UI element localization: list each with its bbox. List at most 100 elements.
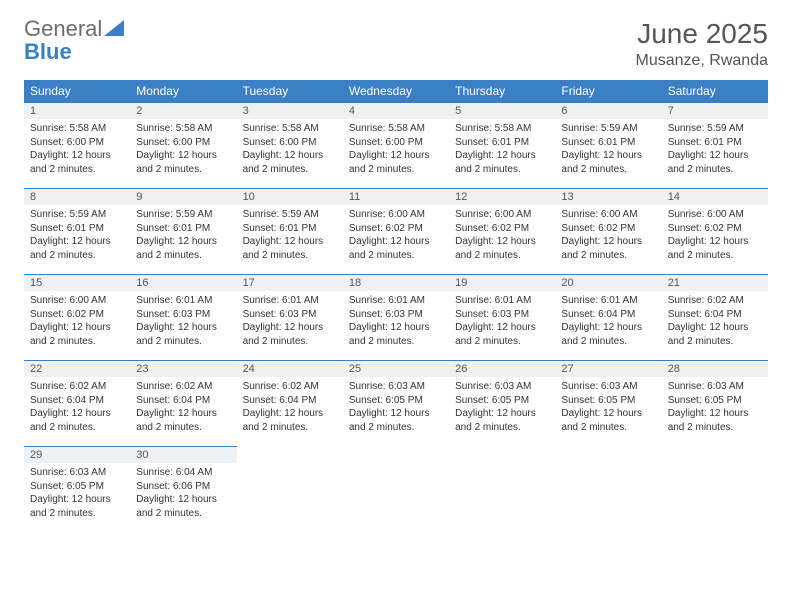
daylight-line: Daylight: 12 hours and 2 minutes. xyxy=(349,321,443,348)
month-title: June 2025 xyxy=(635,18,768,50)
calendar-empty xyxy=(555,446,661,532)
sunrise-line: Sunrise: 6:00 AM xyxy=(668,208,762,222)
day-details: Sunrise: 5:59 AMSunset: 6:01 PMDaylight:… xyxy=(24,205,130,268)
day-cell: 17Sunrise: 6:01 AMSunset: 6:03 PMDayligh… xyxy=(237,274,343,360)
weekday-header: Wednesday xyxy=(343,80,449,102)
calendar-day: 10Sunrise: 5:59 AMSunset: 6:01 PMDayligh… xyxy=(237,188,343,274)
day-cell: 29Sunrise: 6:03 AMSunset: 6:05 PMDayligh… xyxy=(24,446,130,532)
logo-text: General Blue xyxy=(24,18,124,64)
calendar-day: 9Sunrise: 5:59 AMSunset: 6:01 PMDaylight… xyxy=(130,188,236,274)
sunset-line: Sunset: 6:01 PM xyxy=(30,222,124,236)
day-cell: 21Sunrise: 6:02 AMSunset: 6:04 PMDayligh… xyxy=(662,274,768,360)
day-cell: 19Sunrise: 6:01 AMSunset: 6:03 PMDayligh… xyxy=(449,274,555,360)
sunset-line: Sunset: 6:00 PM xyxy=(30,136,124,150)
daylight-line: Daylight: 12 hours and 2 minutes. xyxy=(243,149,337,176)
sunset-line: Sunset: 6:00 PM xyxy=(243,136,337,150)
calendar-empty xyxy=(237,446,343,532)
day-cell: 18Sunrise: 6:01 AMSunset: 6:03 PMDayligh… xyxy=(343,274,449,360)
day-details: Sunrise: 6:03 AMSunset: 6:05 PMDaylight:… xyxy=(555,377,661,440)
sunset-line: Sunset: 6:04 PM xyxy=(243,394,337,408)
weekday-header: Tuesday xyxy=(237,80,343,102)
day-details: Sunrise: 6:01 AMSunset: 6:03 PMDaylight:… xyxy=(130,291,236,354)
sunset-line: Sunset: 6:01 PM xyxy=(136,222,230,236)
day-details: Sunrise: 6:00 AMSunset: 6:02 PMDaylight:… xyxy=(662,205,768,268)
day-number: 20 xyxy=(555,274,661,291)
sunrise-line: Sunrise: 6:02 AM xyxy=(243,380,337,394)
calendar-table: SundayMondayTuesdayWednesdayThursdayFrid… xyxy=(24,80,768,532)
day-cell: 5Sunrise: 5:58 AMSunset: 6:01 PMDaylight… xyxy=(449,102,555,188)
calendar-day: 23Sunrise: 6:02 AMSunset: 6:04 PMDayligh… xyxy=(130,360,236,446)
sunrise-line: Sunrise: 6:02 AM xyxy=(136,380,230,394)
calendar-day: 29Sunrise: 6:03 AMSunset: 6:05 PMDayligh… xyxy=(24,446,130,532)
day-cell: 7Sunrise: 5:59 AMSunset: 6:01 PMDaylight… xyxy=(662,102,768,188)
logo-sail-icon xyxy=(104,20,124,41)
sunset-line: Sunset: 6:03 PM xyxy=(243,308,337,322)
day-cell: 26Sunrise: 6:03 AMSunset: 6:05 PMDayligh… xyxy=(449,360,555,446)
calendar-week: 22Sunrise: 6:02 AMSunset: 6:04 PMDayligh… xyxy=(24,360,768,446)
day-number: 22 xyxy=(24,360,130,377)
weekday-header: Monday xyxy=(130,80,236,102)
sunrise-line: Sunrise: 5:58 AM xyxy=(455,122,549,136)
sunrise-line: Sunrise: 5:59 AM xyxy=(668,122,762,136)
daylight-line: Daylight: 12 hours and 2 minutes. xyxy=(455,149,549,176)
daylight-line: Daylight: 12 hours and 2 minutes. xyxy=(455,235,549,262)
day-details: Sunrise: 6:03 AMSunset: 6:05 PMDaylight:… xyxy=(662,377,768,440)
day-number: 13 xyxy=(555,188,661,205)
sunrise-line: Sunrise: 6:04 AM xyxy=(136,466,230,480)
day-number: 26 xyxy=(449,360,555,377)
day-cell: 27Sunrise: 6:03 AMSunset: 6:05 PMDayligh… xyxy=(555,360,661,446)
calendar-day: 5Sunrise: 5:58 AMSunset: 6:01 PMDaylight… xyxy=(449,102,555,188)
calendar-day: 4Sunrise: 5:58 AMSunset: 6:00 PMDaylight… xyxy=(343,102,449,188)
day-details: Sunrise: 6:00 AMSunset: 6:02 PMDaylight:… xyxy=(555,205,661,268)
sunrise-line: Sunrise: 6:01 AM xyxy=(455,294,549,308)
sunset-line: Sunset: 6:00 PM xyxy=(136,136,230,150)
weekday-header: Saturday xyxy=(662,80,768,102)
day-number: 2 xyxy=(130,102,236,119)
daylight-line: Daylight: 12 hours and 2 minutes. xyxy=(30,493,124,520)
calendar-day: 15Sunrise: 6:00 AMSunset: 6:02 PMDayligh… xyxy=(24,274,130,360)
day-cell: 20Sunrise: 6:01 AMSunset: 6:04 PMDayligh… xyxy=(555,274,661,360)
sunrise-line: Sunrise: 6:00 AM xyxy=(349,208,443,222)
weekday-header: Thursday xyxy=(449,80,555,102)
sunrise-line: Sunrise: 5:58 AM xyxy=(136,122,230,136)
day-number: 7 xyxy=(662,102,768,119)
location: Musanze, Rwanda xyxy=(635,52,768,70)
sunrise-line: Sunrise: 6:00 AM xyxy=(561,208,655,222)
sunset-line: Sunset: 6:05 PM xyxy=(455,394,549,408)
sunrise-line: Sunrise: 5:58 AM xyxy=(243,122,337,136)
sunset-line: Sunset: 6:02 PM xyxy=(668,222,762,236)
weekday-header: Friday xyxy=(555,80,661,102)
sunset-line: Sunset: 6:06 PM xyxy=(136,480,230,494)
daylight-line: Daylight: 12 hours and 2 minutes. xyxy=(30,149,124,176)
day-details: Sunrise: 6:02 AMSunset: 6:04 PMDaylight:… xyxy=(662,291,768,354)
sunrise-line: Sunrise: 6:03 AM xyxy=(455,380,549,394)
calendar-day: 18Sunrise: 6:01 AMSunset: 6:03 PMDayligh… xyxy=(343,274,449,360)
calendar-day: 21Sunrise: 6:02 AMSunset: 6:04 PMDayligh… xyxy=(662,274,768,360)
day-details: Sunrise: 5:59 AMSunset: 6:01 PMDaylight:… xyxy=(662,119,768,182)
calendar-head: SundayMondayTuesdayWednesdayThursdayFrid… xyxy=(24,80,768,102)
calendar-day: 28Sunrise: 6:03 AMSunset: 6:05 PMDayligh… xyxy=(662,360,768,446)
day-cell: 10Sunrise: 5:59 AMSunset: 6:01 PMDayligh… xyxy=(237,188,343,274)
calendar-week: 1Sunrise: 5:58 AMSunset: 6:00 PMDaylight… xyxy=(24,102,768,188)
sunset-line: Sunset: 6:04 PM xyxy=(668,308,762,322)
calendar-day: 7Sunrise: 5:59 AMSunset: 6:01 PMDaylight… xyxy=(662,102,768,188)
day-number: 9 xyxy=(130,188,236,205)
day-cell: 9Sunrise: 5:59 AMSunset: 6:01 PMDaylight… xyxy=(130,188,236,274)
day-details: Sunrise: 6:01 AMSunset: 6:03 PMDaylight:… xyxy=(449,291,555,354)
sunset-line: Sunset: 6:00 PM xyxy=(349,136,443,150)
calendar-day: 14Sunrise: 6:00 AMSunset: 6:02 PMDayligh… xyxy=(662,188,768,274)
daylight-line: Daylight: 12 hours and 2 minutes. xyxy=(243,235,337,262)
calendar-week: 8Sunrise: 5:59 AMSunset: 6:01 PMDaylight… xyxy=(24,188,768,274)
sunset-line: Sunset: 6:05 PM xyxy=(561,394,655,408)
calendar-day: 16Sunrise: 6:01 AMSunset: 6:03 PMDayligh… xyxy=(130,274,236,360)
day-number: 16 xyxy=(130,274,236,291)
logo-part2: Blue xyxy=(24,39,72,64)
calendar-day: 8Sunrise: 5:59 AMSunset: 6:01 PMDaylight… xyxy=(24,188,130,274)
daylight-line: Daylight: 12 hours and 2 minutes. xyxy=(668,149,762,176)
day-number: 11 xyxy=(343,188,449,205)
daylight-line: Daylight: 12 hours and 2 minutes. xyxy=(243,407,337,434)
sunset-line: Sunset: 6:03 PM xyxy=(136,308,230,322)
day-details: Sunrise: 6:01 AMSunset: 6:03 PMDaylight:… xyxy=(237,291,343,354)
calendar-day: 24Sunrise: 6:02 AMSunset: 6:04 PMDayligh… xyxy=(237,360,343,446)
sunrise-line: Sunrise: 6:03 AM xyxy=(561,380,655,394)
